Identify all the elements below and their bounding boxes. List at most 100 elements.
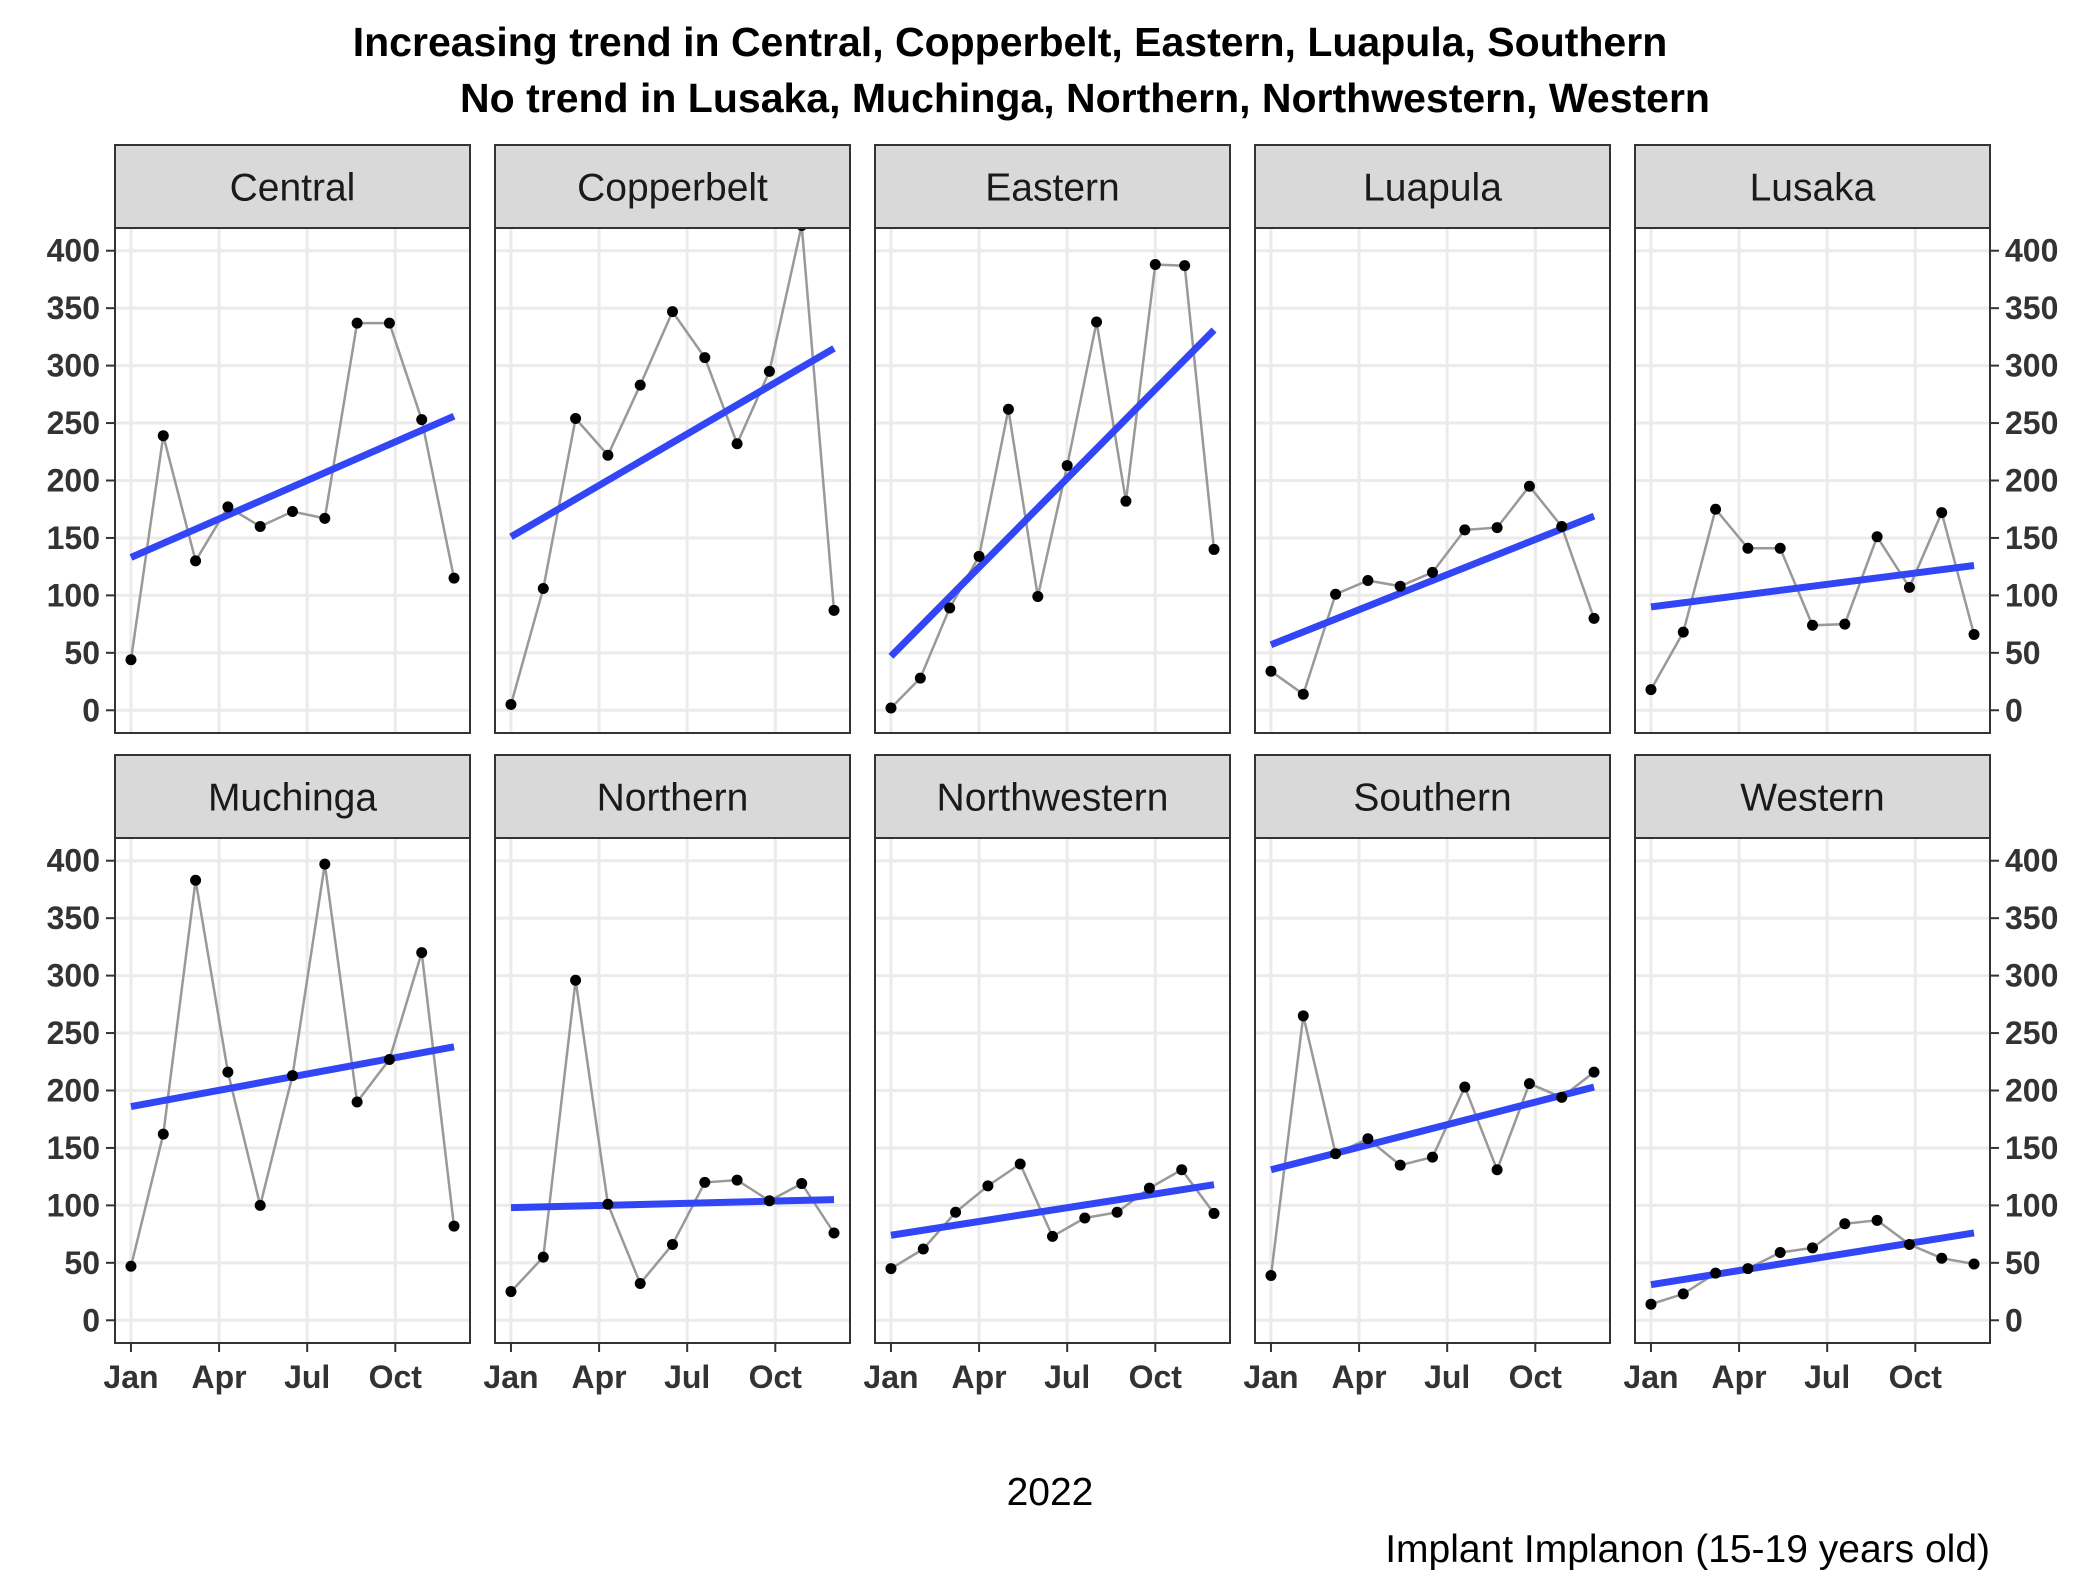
data-point bbox=[763, 365, 775, 377]
panel-lusaka: Lusaka 0 50 100 150 200 250 300 350 400 bbox=[1634, 144, 2058, 734]
x-tick-label: Jul bbox=[1424, 1359, 1470, 1395]
y-tick-label: 250 bbox=[2005, 1015, 2058, 1051]
strip-label: Lusaka bbox=[1750, 167, 1876, 210]
data-point bbox=[1427, 1151, 1438, 1163]
data-point bbox=[973, 550, 985, 562]
data-point bbox=[917, 1243, 929, 1255]
data-point bbox=[1208, 1207, 1220, 1219]
data-point bbox=[1839, 618, 1851, 630]
x-tick-label: Jan bbox=[103, 1359, 158, 1395]
strip-label: Western bbox=[1740, 777, 1885, 820]
data-point bbox=[1459, 524, 1471, 536]
y-tick-label: 350 bbox=[2005, 900, 2058, 936]
y-tick-label: 250 bbox=[47, 1015, 100, 1051]
x-tick-label: Jul bbox=[284, 1359, 330, 1395]
y-tick-label: 300 bbox=[47, 958, 100, 994]
data-point bbox=[1871, 1214, 1883, 1226]
y-tick-label: 400 bbox=[47, 843, 100, 879]
data-point bbox=[1903, 581, 1915, 593]
chart-title-line-2: No trend in Lusaka, Muchinga, Northern, … bbox=[460, 75, 1710, 121]
x-tick-label: Apr bbox=[1332, 1359, 1387, 1395]
strip-background bbox=[874, 754, 1231, 839]
data-point bbox=[602, 449, 614, 461]
data-point bbox=[1394, 580, 1406, 592]
trend-line bbox=[509, 345, 836, 540]
data-point bbox=[537, 1251, 549, 1263]
data-point bbox=[1807, 619, 1818, 631]
y-tick-label: 350 bbox=[2005, 290, 2058, 326]
data-point bbox=[1149, 259, 1161, 271]
strip-background bbox=[114, 754, 471, 839]
data-point bbox=[1588, 1066, 1600, 1078]
y-tick-label: 400 bbox=[2005, 843, 2058, 879]
trend-line bbox=[890, 1181, 1215, 1239]
data-point bbox=[222, 501, 234, 513]
data-point bbox=[699, 352, 711, 364]
data-point bbox=[1491, 1164, 1503, 1176]
x-tick-label: Apr bbox=[952, 1359, 1007, 1395]
strip-label: Luapula bbox=[1363, 167, 1502, 210]
y-tick-label: 200 bbox=[2005, 463, 2058, 499]
data-point bbox=[157, 1128, 169, 1140]
panel-central: Central 0 50 100 150 200 250 300 350 400 bbox=[47, 144, 471, 734]
data-point bbox=[1774, 542, 1786, 554]
data-point bbox=[731, 1174, 743, 1186]
data-point bbox=[1710, 1267, 1722, 1279]
data-point bbox=[1588, 612, 1600, 624]
data-point bbox=[1839, 1218, 1851, 1230]
panel-western: Western 0 50 100 150 200 250 300 350 400 Jan Apr Jul… bbox=[1623, 754, 2058, 1395]
data-point bbox=[1330, 1148, 1342, 1160]
panel-luapula: Luapula bbox=[1254, 144, 1611, 734]
data-point bbox=[505, 699, 517, 711]
y-tick-label: 50 bbox=[64, 1245, 100, 1281]
y-tick-label: 350 bbox=[47, 290, 100, 326]
x-axis-title: 2022 bbox=[1007, 1471, 1094, 1514]
data-point bbox=[667, 306, 678, 318]
data-point bbox=[1208, 543, 1220, 555]
y-tick-label: 350 bbox=[47, 900, 100, 936]
y-tick-label: 0 bbox=[82, 1302, 100, 1338]
trend-line bbox=[510, 1196, 835, 1212]
data-point bbox=[1176, 1164, 1188, 1176]
data-point bbox=[1459, 1081, 1471, 1093]
y-tick-label: 300 bbox=[2005, 958, 2058, 994]
x-tick-label: Jul bbox=[664, 1359, 710, 1395]
data-point bbox=[1903, 1238, 1915, 1250]
strip-label: Northern bbox=[597, 777, 749, 820]
data-point bbox=[1968, 628, 1980, 640]
data-point bbox=[570, 974, 582, 986]
data-point bbox=[1265, 665, 1277, 677]
data-point bbox=[634, 379, 646, 391]
data-point bbox=[1061, 460, 1073, 472]
panel-eastern: Eastern bbox=[874, 144, 1231, 734]
x-tick-label: Jul bbox=[1044, 1359, 1090, 1395]
data-point bbox=[1120, 495, 1132, 507]
trend-line bbox=[888, 327, 1217, 659]
data-point bbox=[351, 1096, 363, 1108]
data-point bbox=[157, 430, 169, 442]
data-point bbox=[448, 1220, 460, 1232]
data-point bbox=[1265, 1269, 1277, 1281]
x-tick-label: Jul bbox=[1804, 1359, 1850, 1395]
data-point bbox=[222, 1066, 234, 1078]
x-tick-label: Jan bbox=[483, 1359, 538, 1395]
strip-label: Eastern bbox=[985, 167, 1119, 210]
x-tick-label: Jan bbox=[863, 1359, 918, 1395]
data-point bbox=[383, 317, 395, 329]
data-point bbox=[1091, 316, 1103, 328]
x-tick-label: Oct bbox=[749, 1359, 803, 1395]
trend-line bbox=[1650, 1229, 1975, 1289]
strip-label: Muchinga bbox=[208, 777, 377, 820]
trend-line bbox=[129, 412, 456, 561]
panel-copperbelt: Copperbelt bbox=[494, 144, 851, 734]
data-point bbox=[319, 858, 331, 870]
y-tick-label: 100 bbox=[47, 577, 100, 613]
strip-background bbox=[874, 144, 1231, 229]
panel-northern: Northern Jan Apr Jul Oct bbox=[483, 754, 851, 1395]
y-tick-label: 150 bbox=[47, 520, 100, 556]
data-point bbox=[254, 1199, 266, 1211]
trend-line bbox=[1650, 562, 1975, 611]
data-point bbox=[602, 1198, 614, 1210]
x-tick-label: Oct bbox=[1509, 1359, 1563, 1395]
y-tick-label: 50 bbox=[64, 635, 100, 671]
